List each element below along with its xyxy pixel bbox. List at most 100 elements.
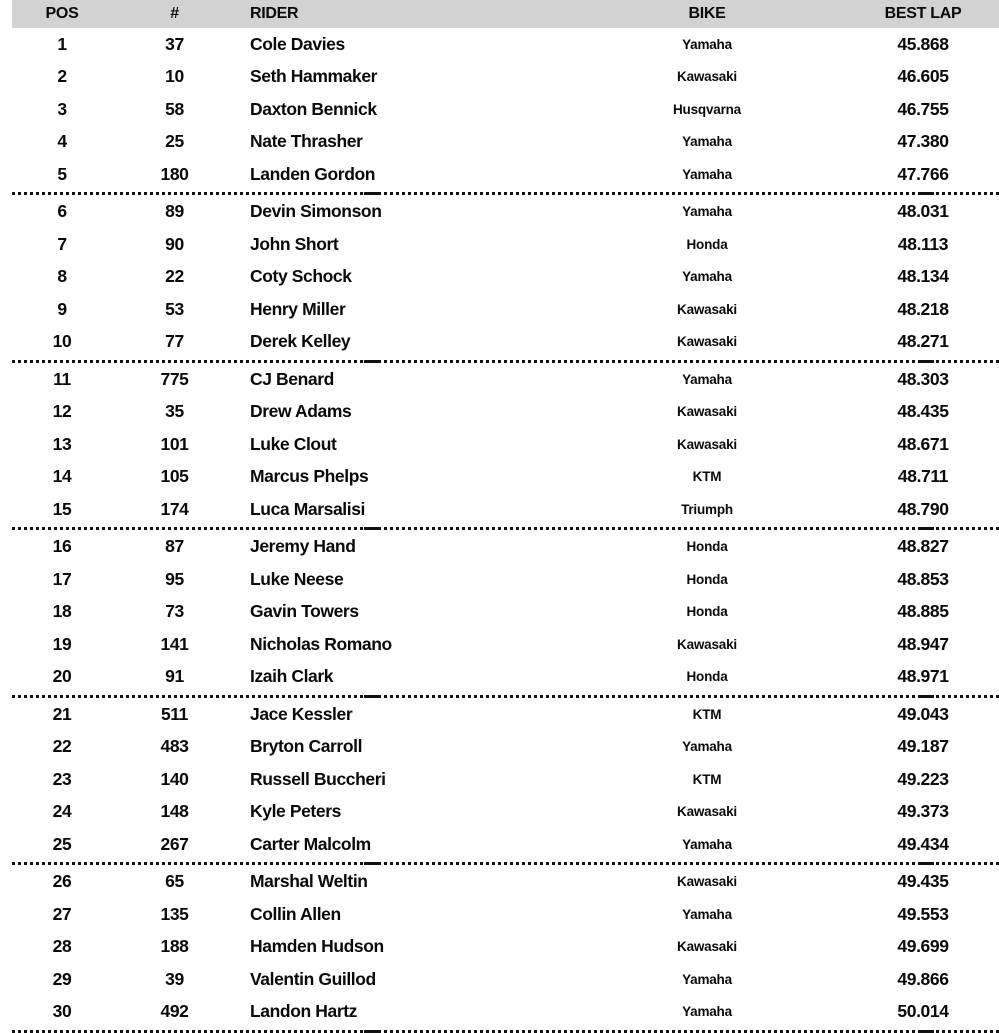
rider-name-cell: CJ Benard <box>250 368 334 389</box>
pos-cell: 8 <box>57 266 67 287</box>
best-lap-cell: 49.435 <box>897 871 949 892</box>
table-row: 11 775 CJ Benard Yamaha 48.303 <box>12 363 999 396</box>
rider-name-cell: Cole Davies <box>250 33 345 54</box>
bike-cell: Kawasaki <box>677 636 737 652</box>
pos-cell: 9 <box>57 298 67 319</box>
table-row: 21 511 Jace Kessler KTM 49.043 <box>12 698 999 731</box>
pos-cell: 7 <box>57 233 67 254</box>
number-cell: 77 <box>165 331 184 352</box>
number-cell: 483 <box>160 736 189 757</box>
results-body: 1 37 Cole Davies Yamaha 45.868 2 10 Seth… <box>12 28 999 1033</box>
number-cell: 511 <box>160 703 189 724</box>
rider-name-cell: Seth Hammaker <box>250 66 378 87</box>
best-lap-cell: 49.699 <box>897 936 949 957</box>
best-lap-cell: 48.671 <box>897 433 949 454</box>
best-lap-cell: 47.380 <box>897 131 949 152</box>
best-lap-cell: 48.271 <box>897 331 949 352</box>
group-divider-cell <box>12 191 999 196</box>
rider-name-cell: Marshal Weltin <box>250 871 368 892</box>
divider-dash <box>364 192 378 195</box>
rider-name-cell: Nicholas Romano <box>250 633 392 654</box>
pos-cell: 25 <box>52 833 72 854</box>
best-lap-cell: 49.043 <box>897 703 949 724</box>
divider-dash <box>920 1029 934 1033</box>
table-row: 8 22 Coty Schock Yamaha 48.134 <box>12 261 999 294</box>
pos-cell: 18 <box>52 601 72 622</box>
bike-cell: Yamaha <box>682 166 732 182</box>
rider-name-cell: Nate Thrasher <box>250 131 363 152</box>
number-cell: 267 <box>160 833 189 854</box>
pos-cell: 20 <box>52 666 72 687</box>
group-divider-row <box>12 693 999 698</box>
pos-cell: 5 <box>57 163 67 184</box>
rider-name-cell: Hamden Hudson <box>250 936 384 957</box>
bike-cell: KTM <box>692 469 722 485</box>
table-row: 24 148 Kyle Peters Kawasaki 49.373 <box>12 796 999 829</box>
bike-cell: Kawasaki <box>677 939 737 955</box>
bike-cell: Honda <box>686 571 728 587</box>
column-header-number: # <box>112 0 237 28</box>
number-cell: 37 <box>165 33 184 54</box>
rider-name-cell: Luca Marsalisi <box>250 498 366 519</box>
pos-cell: 2 <box>57 66 67 87</box>
rider-name-cell: Marcus Phelps <box>250 466 369 487</box>
bike-cell: Yamaha <box>682 269 732 285</box>
dotted-divider-line <box>12 359 999 363</box>
rider-name-cell: Carter Malcolm <box>250 833 371 854</box>
group-divider-cell <box>12 693 999 698</box>
table-row: 12 35 Drew Adams Kawasaki 48.435 <box>12 396 999 429</box>
table-row: 23 140 Russell Buccheri KTM 49.223 <box>12 763 999 796</box>
pos-cell: 12 <box>52 401 72 422</box>
group-divider-row <box>12 526 999 531</box>
bike-cell: Yamaha <box>682 906 732 922</box>
pos-cell: 23 <box>52 768 72 789</box>
best-lap-cell: 48.971 <box>897 666 949 687</box>
number-cell: 10 <box>165 66 184 87</box>
best-lap-cell: 48.790 <box>897 498 949 519</box>
rider-name-cell: Luke Clout <box>250 433 337 454</box>
number-cell: 22 <box>165 266 184 287</box>
results-table: POS # RIDER BIKE BEST LAP 1 37 Cole Davi… <box>12 0 999 1033</box>
best-lap-cell: 48.885 <box>897 601 949 622</box>
divider-dash <box>920 359 934 363</box>
number-cell: 141 <box>160 633 189 654</box>
pos-cell: 16 <box>52 536 72 557</box>
number-cell: 73 <box>165 601 184 622</box>
bike-cell: Yamaha <box>682 134 732 150</box>
number-cell: 140 <box>160 768 189 789</box>
pos-cell: 6 <box>57 201 67 222</box>
best-lap-cell: 50.014 <box>897 1001 949 1022</box>
bike-cell: Kawasaki <box>677 804 737 820</box>
best-lap-cell: 47.766 <box>897 163 949 184</box>
rider-name-cell: Landen Gordon <box>250 163 376 184</box>
divider-dash <box>920 862 934 865</box>
group-divider-cell <box>12 861 999 866</box>
table-row: 7 90 John Short Honda 48.113 <box>12 228 999 261</box>
bike-cell: Kawasaki <box>677 301 737 317</box>
number-cell: 95 <box>165 568 184 589</box>
rider-name-cell: Derek Kelley <box>250 331 351 352</box>
table-row: 15 174 Luca Marsalisi Triumph 48.790 <box>12 493 999 526</box>
best-lap-cell: 48.853 <box>897 568 949 589</box>
bike-cell: Husqvarna <box>673 101 741 117</box>
divider-dash <box>920 527 934 530</box>
bike-cell: Kawasaki <box>677 334 737 350</box>
column-header-best-lap: BEST LAP <box>847 0 999 28</box>
dotted-divider-line <box>12 192 999 195</box>
bike-cell: Kawasaki <box>677 436 737 452</box>
best-lap-cell: 45.868 <box>897 33 949 54</box>
group-divider-cell <box>12 1028 999 1033</box>
header-row: POS # RIDER BIKE BEST LAP <box>12 0 999 28</box>
number-cell: 148 <box>160 801 189 822</box>
pos-cell: 26 <box>52 871 72 892</box>
results-header: POS # RIDER BIKE BEST LAP <box>12 0 999 28</box>
table-row: 5 180 Landen Gordon Yamaha 47.766 <box>12 158 999 191</box>
rider-name-cell: Collin Allen <box>250 903 341 924</box>
table-row: 1 37 Cole Davies Yamaha 45.868 <box>12 28 999 61</box>
dotted-divider-line <box>12 862 999 865</box>
pos-cell: 24 <box>52 801 72 822</box>
rider-name-cell: Kyle Peters <box>250 801 341 822</box>
rider-name-cell: Valentin Guillod <box>250 968 376 989</box>
table-row: 28 188 Hamden Hudson Kawasaki 49.699 <box>12 931 999 964</box>
group-divider-row <box>12 861 999 866</box>
